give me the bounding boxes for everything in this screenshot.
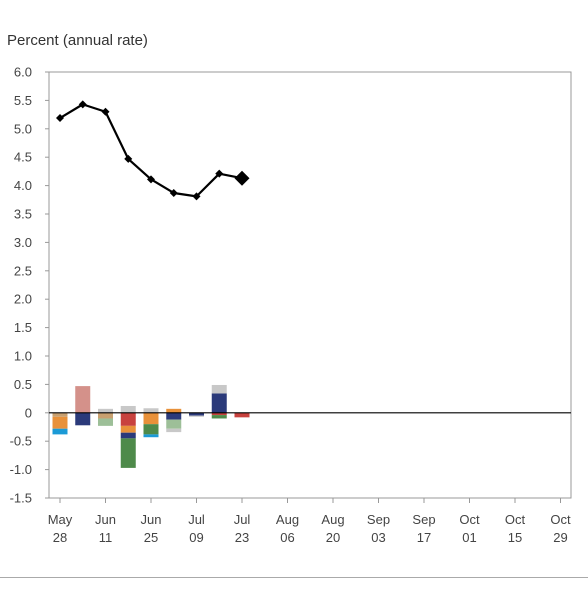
bar-segment [143,408,159,413]
bar-segment [143,424,159,435]
bar-segment [143,434,159,438]
bar-segment [166,408,182,413]
x-tick-day: 11 [99,530,113,545]
y-axis-label: Percent (annual rate) [7,32,148,49]
x-tick-month: Oct [550,512,571,527]
bar-segment [120,425,136,433]
bar-segment [211,393,227,413]
x-tick-month: Jul [234,512,251,527]
bar-segment [52,428,68,435]
bar-segment [120,432,136,439]
bar-segment [234,412,250,418]
x-tick-month: Sep [367,512,390,527]
bar-segment [120,438,136,468]
x-tick-month: Jun [95,512,116,527]
bar-segment [98,408,113,413]
y-tick-label: 1.0 [14,349,32,364]
x-tick-day: 25 [144,530,158,545]
x-tick-day: 03 [371,530,385,545]
x-tick-day: 28 [53,530,67,545]
bar-segment [166,428,182,433]
x-tick-month: Jul [188,512,205,527]
bar-segment [166,412,182,420]
y-tick-label: -1.5 [10,491,32,506]
bar-segment [189,415,204,417]
y-tick-label: 6.0 [14,65,32,80]
x-tick-day: 29 [553,530,567,545]
x-tick-day: 23 [235,530,249,545]
bar-segment [75,386,91,413]
bar-segment [98,418,113,426]
x-tick-month: Oct [459,512,480,527]
y-tick-label: 5.5 [14,93,32,108]
bar-segment [52,412,68,417]
nowcast-marker [169,188,178,197]
y-tick-label: 0.5 [14,377,32,392]
x-tick-day: 01 [462,530,476,545]
bar-segment [189,412,204,416]
bar-segment [120,412,136,426]
y-tick-label: 1.5 [14,320,32,335]
bar-segment [143,412,159,425]
bar-segment [98,412,113,419]
x-tick-day: 15 [508,530,522,545]
bar-segment [211,412,227,416]
bar-segment [211,415,227,419]
y-tick-label: 4.5 [14,150,32,165]
bar-segment [75,412,91,426]
y-tick-labels: 6.0 5.5 5.0 4.5 4.0 3.5 3.0 2.5 2.0 1.5 1.0 0.5 0 -0.… [10,65,49,506]
bar-segment [166,419,182,429]
nowcast-marker [192,192,201,201]
x-tick-day: 20 [326,530,340,545]
x-tick-month: Oct [505,512,526,527]
x-tick-month: Jun [141,512,162,527]
plot-frame [48,71,572,499]
nowcast-marker [147,175,155,184]
nowcast-marker [124,154,133,163]
latest-nowcast-marker [234,170,250,186]
y-tick-label: 2.0 [14,292,32,307]
x-tick-month: Sep [412,512,435,527]
x-tick-day: 17 [417,530,431,545]
y-tick-label: 3.5 [14,207,32,222]
bar-segment [211,384,227,394]
bar-segment [120,405,136,413]
x-tick-month: Aug [276,512,299,527]
y-tick-label: 0 [25,405,32,420]
x-tick-month: Aug [321,512,344,527]
x-tick-day: 06 [280,530,294,545]
nowcast-marker [101,107,110,116]
bar-segment [52,416,68,429]
y-tick-label: -0.5 [10,434,32,449]
nowcast-series [56,100,250,201]
nowcast-marker [78,100,87,109]
y-tick-label: 5.0 [14,121,32,136]
contribution-bars [52,384,250,468]
y-tick-label: -1.0 [10,462,32,477]
nowcast-marker [56,114,64,123]
y-tick-label: 4.0 [14,178,32,193]
x-tick-month: May [48,512,73,527]
x-tick-day: 09 [189,530,203,545]
y-tick-label: 2.5 [14,263,32,278]
bottom-divider [0,577,588,578]
y-tick-label: 3.0 [14,235,32,250]
nowcast-marker [215,169,224,178]
x-tick-labels: May 28 Jun 11 Jun 25 Jul 09 Jul 23 Aug 06 Aug 20 Sep 03… [48,498,571,545]
